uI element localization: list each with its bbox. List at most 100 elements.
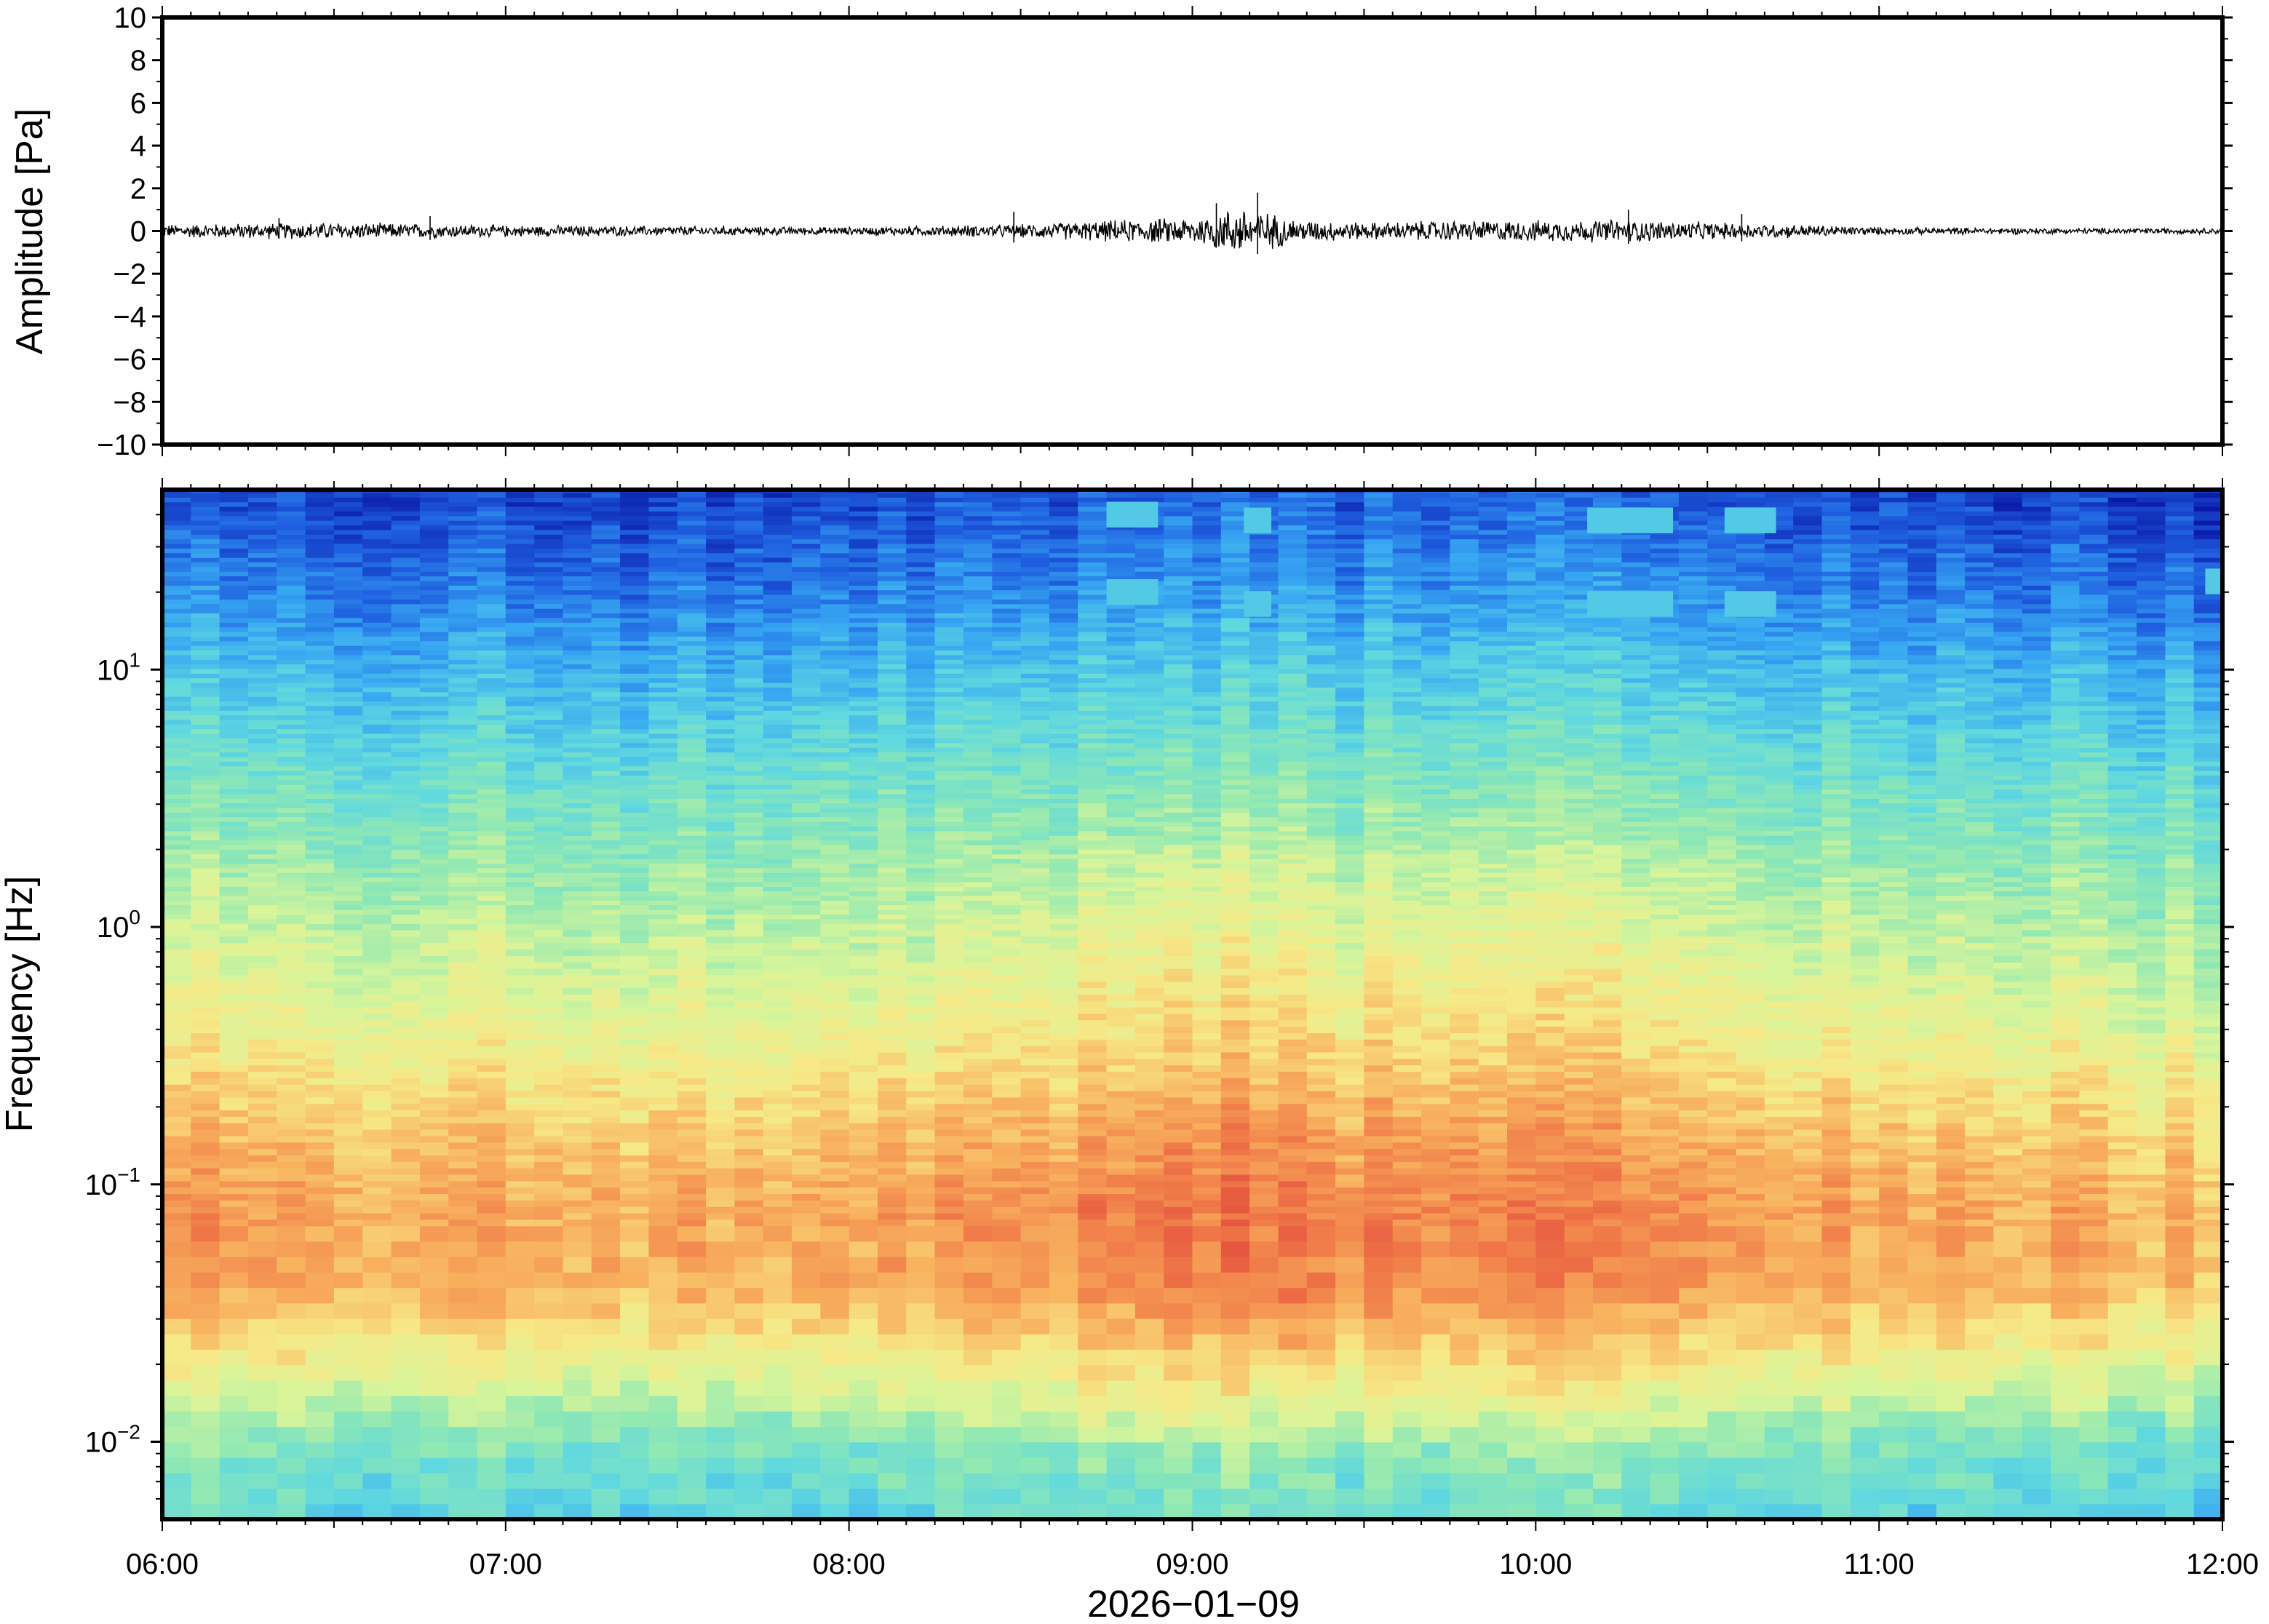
- spectrogram-cell: [849, 682, 878, 688]
- spectrogram-cell: [878, 923, 907, 931]
- spectrogram-cell: [934, 1013, 964, 1021]
- spectrogram-cell: [620, 631, 649, 637]
- spectrogram-cell: [219, 994, 249, 1001]
- spectrogram-cell: [648, 877, 678, 883]
- spectrogram-cell: [505, 529, 535, 535]
- spectrogram-cell: [448, 872, 478, 877]
- spectrogram-cell: [648, 830, 678, 836]
- spectrogram-cell: [820, 798, 850, 804]
- spectrogram-cell: [162, 1051, 191, 1059]
- spectrogram-cell: [391, 784, 421, 789]
- spectrogram-cell: [477, 1129, 506, 1137]
- spectrogram-cell: [391, 617, 421, 623]
- spectrogram-cell: [849, 789, 878, 795]
- spectrogram-cell: [820, 747, 850, 753]
- spectrogram-cell: [734, 687, 764, 693]
- spectrogram-cell: [677, 779, 707, 785]
- spectrogram-cell: [362, 1241, 392, 1257]
- spectrogram-cell: [391, 756, 421, 762]
- spectrogram-cell: [419, 515, 449, 521]
- spectrogram-cell: [305, 719, 335, 725]
- spectrogram-cell: [763, 622, 792, 628]
- spectrogram-cell: [534, 1302, 564, 1319]
- spectrogram-cell: [219, 562, 249, 568]
- spectrogram-cell: [505, 738, 535, 744]
- spectrogram-cell: [505, 557, 535, 562]
- spectrogram-cell: [505, 886, 535, 892]
- spectrogram-cell: [963, 872, 993, 877]
- spectrogram-cell: [963, 1180, 993, 1188]
- spectrogram-cell: [734, 585, 764, 591]
- spectrogram-cell: [992, 1110, 1022, 1117]
- spectrogram-cell: [878, 784, 907, 789]
- spectrogram-cell: [906, 728, 936, 734]
- spectrogram-cell: [419, 872, 449, 877]
- spectrogram-cell: [448, 571, 478, 577]
- spectrogram-cell: [391, 1135, 421, 1143]
- spectrogram-cell: [963, 929, 993, 937]
- spectrogram-cell: [505, 793, 535, 799]
- spectrogram-cell: [792, 784, 821, 789]
- spectrogram-cell: [763, 724, 792, 730]
- spectrogram-cell: [362, 752, 392, 757]
- spectrogram-cell: [419, 1503, 449, 1520]
- spectrogram-cell: [448, 1091, 478, 1098]
- spectrogram-cell: [734, 1488, 764, 1505]
- spectrogram-cell: [734, 1302, 764, 1319]
- spectrogram-cell: [792, 664, 821, 669]
- spectrogram-cell: [448, 659, 478, 665]
- spectrogram-cell: [734, 566, 764, 572]
- spectrogram-cell: [477, 617, 506, 623]
- spectrogram-cell: [878, 1135, 907, 1143]
- spectrogram-cell: [906, 936, 936, 944]
- spectrogram-cell: [763, 1161, 792, 1169]
- spectrogram-cell: [706, 1219, 735, 1227]
- spectrogram-cell: [362, 863, 392, 869]
- spectrogram-cell: [277, 886, 306, 892]
- spectrogram-cell: [792, 1103, 821, 1111]
- spectrogram-cell: [191, 909, 220, 915]
- spectrogram-cell: [591, 543, 621, 549]
- spectrogram-cell: [391, 853, 421, 859]
- spectrogram-cell: [191, 664, 220, 669]
- spectrogram-cell: [219, 1161, 249, 1169]
- spectrogram-cell: [248, 636, 277, 642]
- spectrogram-cell: [734, 562, 764, 568]
- spectrogram-cell: [162, 1013, 191, 1021]
- spectrogram-cell: [277, 949, 306, 956]
- spectrogram-cell: [878, 904, 907, 910]
- spectrogram-cell: [505, 765, 535, 771]
- spectrogram-cell: [992, 626, 1022, 632]
- spectrogram-cell: [648, 622, 678, 628]
- spectrogram-cell: [563, 747, 592, 753]
- spectrogram-cell: [963, 914, 993, 920]
- spectrogram-cell: [391, 506, 421, 512]
- spectrogram-cell: [591, 538, 621, 544]
- spectrogram-cell: [934, 1168, 964, 1175]
- spectrogram-cell: [820, 673, 850, 679]
- spectrogram-cell: [648, 895, 678, 901]
- spectrogram-cell: [792, 1155, 821, 1162]
- spectrogram-cell: [878, 1058, 907, 1066]
- spectrogram-cell: [333, 701, 363, 706]
- spectrogram-cell: [191, 1091, 220, 1098]
- spectrogram-cell: [849, 1213, 878, 1220]
- spectrogram-cell: [277, 1441, 306, 1458]
- spectrogram-cell: [878, 626, 907, 632]
- spectrogram-cell: [534, 664, 564, 669]
- spectrogram-cell: [992, 904, 1022, 910]
- spectrogram-cell: [648, 840, 678, 845]
- spectrogram-cell: [333, 812, 363, 818]
- spectrogram-cell: [706, 719, 735, 725]
- spectrogram-cell: [448, 733, 478, 739]
- spectrogram-cell: [362, 1302, 392, 1319]
- spectrogram-cell: [648, 506, 678, 512]
- spectrogram-cell: [620, 696, 649, 702]
- spectrogram-cell: [448, 626, 478, 632]
- spectrogram-cell: [648, 1380, 678, 1396]
- spectrogram-cell: [333, 1000, 363, 1008]
- spectrogram-cell: [563, 962, 592, 969]
- spectrogram-cell: [563, 1168, 592, 1175]
- spectrogram-cell: [505, 1129, 535, 1137]
- spectrogram-cell: [677, 673, 707, 679]
